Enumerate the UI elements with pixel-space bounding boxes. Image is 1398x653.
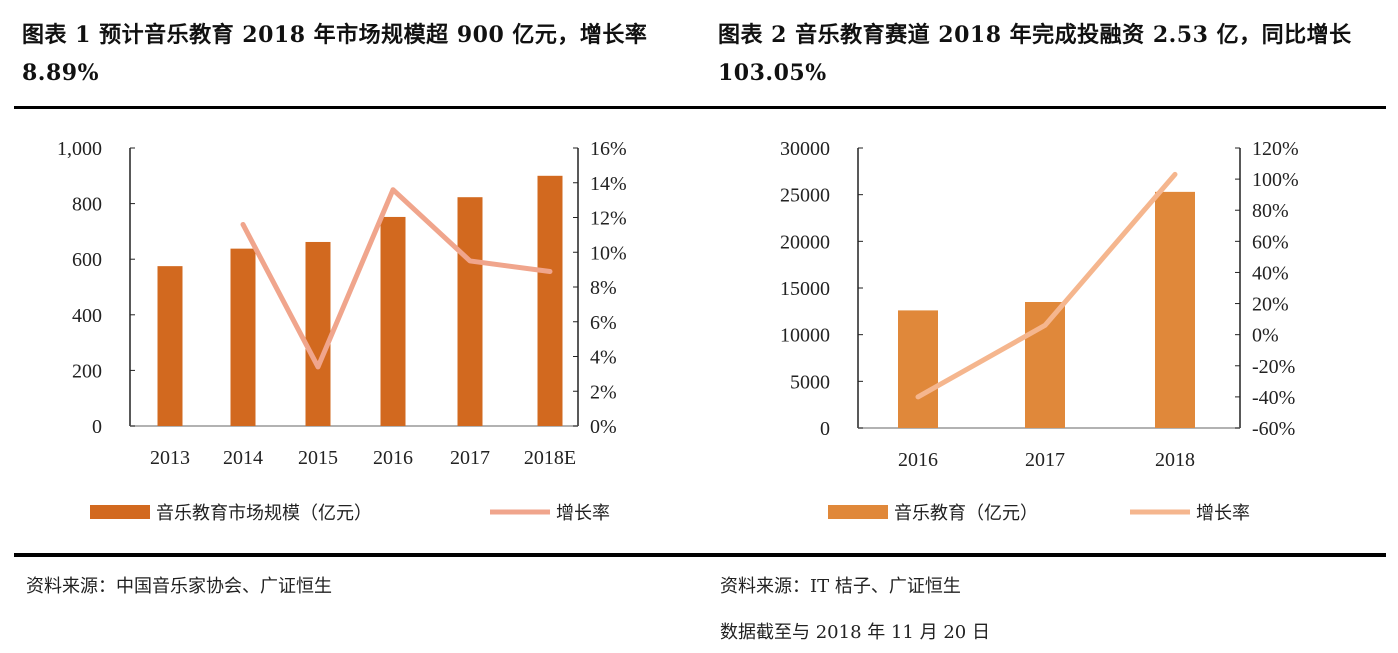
chart2-left-tick-label: 10000 [780, 325, 830, 347]
chart2-right-tick-label: 20% [1252, 294, 1289, 316]
chart1-right-tick-label: 10% [590, 242, 627, 264]
chart1-x-tick-label: 2015 [298, 447, 338, 469]
chart1-left-tick-label: 400 [72, 305, 102, 327]
chart1-right-tick-label: 0% [590, 416, 617, 438]
chart1-bar [537, 175, 563, 426]
chart1-right-tick-label: 14% [590, 173, 627, 195]
chart1-title: 图表 1 预计音乐教育 2018 年市场规模超 900 亿元，增长率 8.89% [22, 22, 648, 86]
chart1-bar [305, 241, 331, 426]
chart1-left-tick-label: 200 [72, 360, 102, 382]
chart1-right-tick-label: 6% [590, 312, 617, 334]
chart2-source: 资料来源：IT 桔子、广证恒生 [720, 576, 961, 597]
top-divider [14, 106, 1386, 109]
chart2-data-note: 数据截至与 2018 年 11 月 20 日 [720, 622, 990, 643]
chart2-right-tick-label: -20% [1252, 356, 1295, 378]
chart1-bar [230, 248, 256, 426]
chart1-x-tick-label: 2018E [524, 447, 576, 469]
chart2-legend-bar-label: 音乐教育（亿元） [894, 503, 1038, 524]
chart2-right-tick-label: 120% [1252, 138, 1299, 160]
chart2-right-tick-label: 40% [1252, 262, 1289, 284]
chart2-left-tick-label: 30000 [780, 138, 830, 160]
chart1-left-tick-label: 800 [72, 194, 102, 216]
chart1-bar [457, 197, 483, 426]
chart2-right-tick-label: 0% [1252, 325, 1279, 347]
chart2-x-tick-label: 2018 [1155, 449, 1195, 471]
chart2-left-tick-label: 0 [820, 418, 830, 440]
chart2-left-tick-label: 15000 [780, 278, 830, 300]
chart2-left-tick-label: 20000 [780, 231, 830, 253]
chart1-legend-bar-label: 音乐教育市场规模（亿元） [156, 503, 372, 524]
chart2-right-tick-label: -40% [1252, 387, 1295, 409]
chart1-left-tick-label: 600 [72, 249, 102, 271]
chart2-bar [898, 310, 938, 428]
chart1-source: 资料来源：中国音乐家协会、广证恒生 [26, 576, 332, 597]
chart2-legend-line-label: 增长率 [1196, 503, 1250, 524]
chart2-growth-line [915, 171, 1178, 400]
chart2-left-tick-label: 5000 [790, 371, 830, 393]
chart1-bar [380, 216, 406, 426]
chart1-x-tick-label: 2017 [450, 447, 490, 469]
chart2-x-tick-label: 2017 [1025, 449, 1065, 471]
chart1-x-tick-label: 2014 [223, 447, 263, 469]
chart1-right-tick-label: 8% [590, 277, 617, 299]
chart1-bar [157, 266, 183, 426]
chart2-right-tick-label: -60% [1252, 418, 1295, 440]
chart1-right-tick-label: 16% [590, 138, 627, 160]
chart1-left-tick-label: 1,000 [57, 138, 102, 160]
chart1-left-tick-label: 0 [92, 416, 102, 438]
chart2-right-tick-label: 60% [1252, 231, 1289, 253]
chart1-right-tick-label: 4% [590, 347, 617, 369]
chart1-legend-line-label: 增长率 [556, 503, 610, 524]
chart2-legend-bar-swatch [828, 505, 888, 519]
chart2-bar [1025, 302, 1065, 428]
bottom-divider [14, 553, 1386, 557]
chart1-x-tick-label: 2016 [373, 447, 413, 469]
chart2-right-tick-label: 100% [1252, 169, 1299, 191]
chart1-legend-bar-swatch [90, 505, 150, 519]
chart2-bar [1155, 191, 1195, 428]
chart2-title: 图表 2 音乐教育赛道 2018 年完成投融资 2.53 亿，同比增长 103.… [718, 22, 1352, 86]
chart2-right-tick-label: 80% [1252, 200, 1289, 222]
chart1-growth-line [240, 187, 553, 370]
chart1-right-tick-label: 12% [590, 208, 627, 230]
chart2-x-tick-label: 2016 [898, 449, 938, 471]
chart2-left-tick-label: 25000 [780, 185, 830, 207]
chart1-right-tick-label: 2% [590, 381, 617, 403]
chart1-x-tick-label: 2013 [150, 447, 190, 469]
